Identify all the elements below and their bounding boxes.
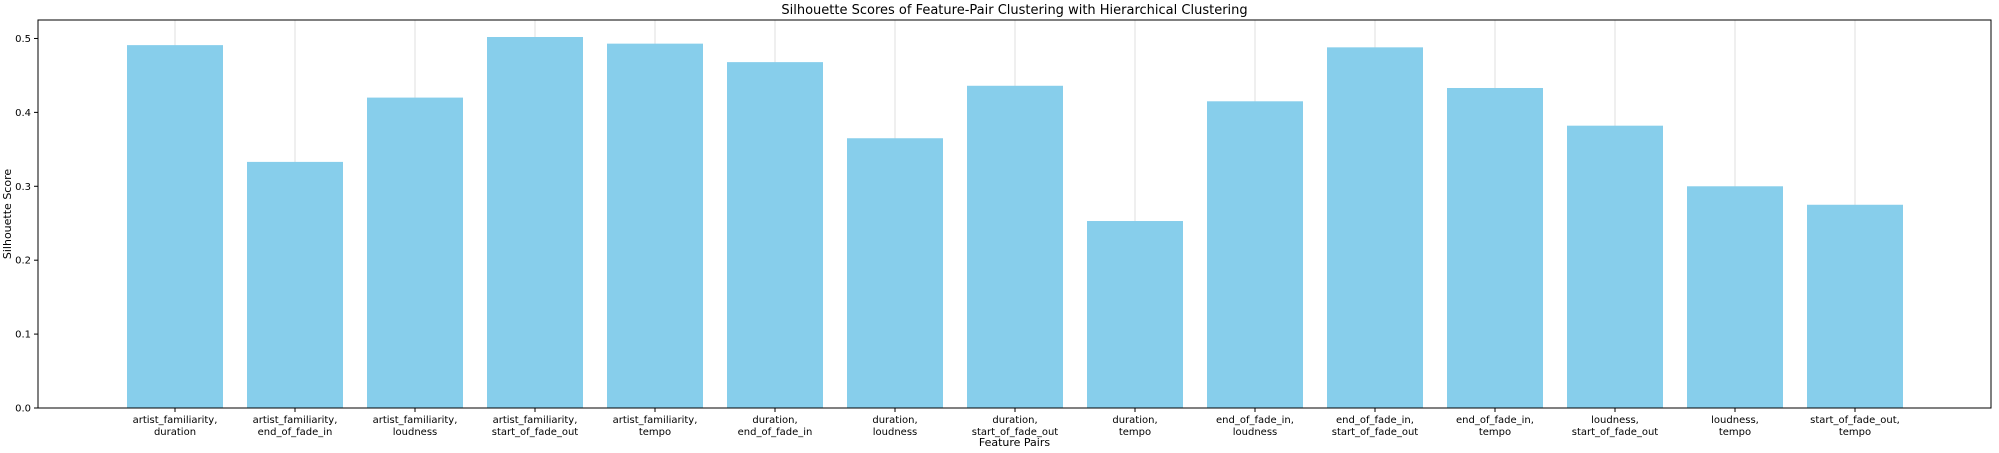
bar [967, 85, 1063, 408]
x-tick-label: end_of_fade_in [738, 427, 813, 438]
y-axis-label: Silhouette Score [1, 169, 14, 259]
x-tick-label: end_of_fade_in [258, 427, 333, 438]
bars [127, 36, 1903, 409]
bar [1207, 101, 1303, 409]
y-tick-label: 0.4 [15, 108, 31, 119]
x-tick-label: artist_familiarity, [493, 415, 578, 426]
x-tick-label: artist_familiarity, [373, 415, 458, 426]
y-tick-label: 0.2 [15, 256, 31, 267]
bar [1447, 87, 1543, 409]
bar [1807, 204, 1903, 408]
y-tick-label: 0.3 [15, 182, 31, 193]
x-tick-label: start_of_fade_out [1332, 427, 1419, 438]
x-tick-label: loudness, [1591, 415, 1639, 426]
bar [1327, 47, 1423, 409]
bar [247, 161, 343, 408]
x-axis: artist_familiarity,durationartist_famili… [133, 408, 1900, 438]
bar [127, 45, 223, 408]
x-tick-label: loudness [873, 427, 918, 438]
x-tick-label: tempo [639, 427, 671, 438]
x-tick-label: tempo [1479, 427, 1511, 438]
x-tick-label: artist_familiarity, [253, 415, 338, 426]
x-axis-label: Feature Pairs [979, 436, 1051, 449]
chart-title: Silhouette Scores of Feature-Pair Cluste… [781, 3, 1247, 18]
x-tick-label: end_of_fade_in, [1336, 415, 1414, 426]
bar [487, 36, 583, 408]
x-tick-label: start_of_fade_out [1572, 427, 1659, 438]
x-tick-label: artist_familiarity, [613, 415, 698, 426]
x-tick-label: duration [154, 427, 196, 438]
x-tick-label: start_of_fade_out, [1810, 415, 1900, 426]
bar [367, 97, 463, 408]
x-tick-label: tempo [1719, 427, 1751, 438]
bar [1087, 221, 1183, 408]
x-tick-label: loudness, [1711, 415, 1759, 426]
y-axis: 0.0 0.1 0.2 0.3 0.4 0.5 [15, 34, 38, 415]
y-tick-label: 0.5 [15, 34, 31, 45]
x-tick-label: duration, [992, 415, 1037, 426]
y-tick-label: 0.1 [15, 330, 31, 341]
bar [1567, 125, 1663, 408]
x-tick-label: loudness [1233, 427, 1278, 438]
bar [727, 62, 823, 409]
y-tick-label: 0.0 [15, 404, 31, 415]
x-tick-label: tempo [1119, 427, 1151, 438]
x-tick-label: loudness [393, 427, 438, 438]
x-tick-label: start_of_fade_out [492, 427, 579, 438]
bar [847, 138, 943, 408]
x-tick-label: end_of_fade_in, [1216, 415, 1294, 426]
bar [1687, 186, 1783, 408]
x-tick-label: end_of_fade_in, [1456, 415, 1534, 426]
x-tick-label: start_of_fade_out [972, 427, 1059, 438]
x-tick-label: duration, [752, 415, 797, 426]
bar [607, 43, 703, 408]
x-tick-label: duration, [872, 415, 917, 426]
x-tick-label: duration, [1112, 415, 1157, 426]
x-tick-label: tempo [1839, 427, 1871, 438]
x-tick-label: artist_familiarity, [133, 415, 218, 426]
